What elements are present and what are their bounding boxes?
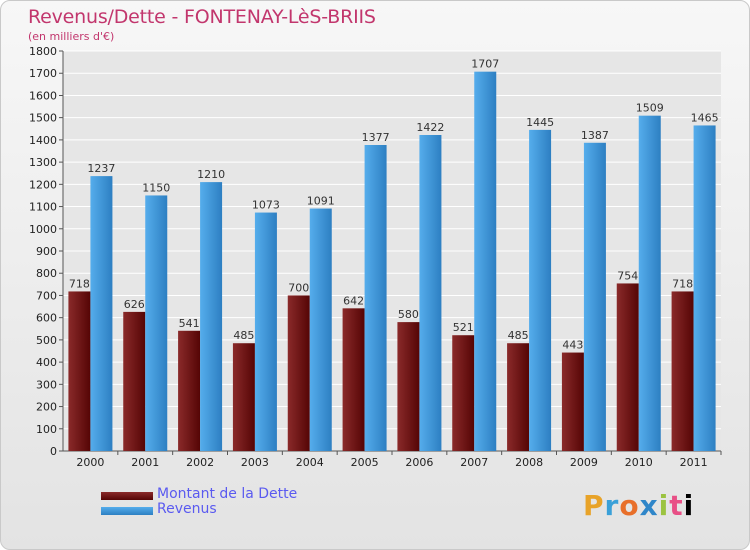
y-tick-label: 800	[36, 267, 57, 280]
bar-debt	[287, 295, 310, 451]
data-label-revenus: 1073	[252, 199, 280, 212]
data-label-revenus: 1422	[416, 121, 444, 134]
y-tick-label: 1000	[29, 223, 57, 236]
bar-revenus	[364, 145, 387, 451]
y-tick-label: 1100	[29, 201, 57, 214]
bar-revenus	[693, 125, 716, 451]
bar-debt	[616, 283, 639, 451]
chart-subtitle: (en milliers d'€)	[28, 30, 115, 43]
y-tick-label: 1200	[29, 178, 57, 191]
x-tick-label: 2009	[570, 456, 598, 469]
data-label-revenus: 1150	[142, 181, 170, 194]
y-tick-label: 1700	[29, 67, 57, 80]
data-label-revenus: 1377	[362, 131, 390, 144]
bar-revenus	[90, 176, 113, 451]
bar-debt	[123, 311, 146, 451]
data-label-debt: 718	[69, 277, 90, 290]
x-tick-label: 2004	[296, 456, 324, 469]
bar-debt	[507, 343, 530, 451]
y-tick-label: 1400	[29, 134, 57, 147]
bar-revenus	[200, 182, 223, 451]
x-tick-label: 2008	[515, 456, 543, 469]
data-label-revenus: 1387	[581, 129, 609, 142]
y-tick-label: 500	[36, 334, 57, 347]
x-tick-label: 2006	[405, 456, 433, 469]
bar-debt	[397, 322, 420, 451]
x-tick-label: 2000	[76, 456, 104, 469]
y-tick-label: 100	[36, 423, 57, 436]
bar-revenus	[145, 195, 168, 451]
legend-label-debt: Montant de la Dette	[157, 486, 298, 502]
data-label-debt: 580	[398, 308, 419, 321]
data-label-debt: 718	[672, 277, 693, 290]
x-tick-label: 2007	[460, 456, 488, 469]
data-label-debt: 485	[233, 329, 254, 342]
y-tick-label: 400	[36, 356, 57, 369]
y-tick-label: 1800	[29, 45, 57, 58]
bar-revenus	[254, 212, 277, 451]
bar-debt	[671, 291, 694, 451]
legend-swatch-revenus	[101, 507, 153, 515]
data-label-revenus: 1210	[197, 168, 225, 181]
y-tick-label: 1600	[29, 89, 57, 102]
proxiti-logo: Proxiti	[583, 489, 695, 522]
y-tick-label: 700	[36, 289, 57, 302]
x-tick-label: 2010	[625, 456, 653, 469]
x-tick-label: 2005	[351, 456, 379, 469]
data-label-debt: 700	[288, 281, 309, 294]
legend-swatch-debt	[101, 492, 153, 500]
x-tick-label: 2002	[186, 456, 214, 469]
y-tick-label: 1500	[29, 112, 57, 125]
chart-title: Revenus/Dette - FONTENAY-LèS-BRIIS	[28, 6, 376, 28]
data-label-debt: 485	[508, 329, 529, 342]
bar-debt	[561, 352, 584, 451]
bar-revenus	[583, 142, 606, 451]
y-tick-label: 900	[36, 245, 57, 258]
bar-debt	[68, 291, 91, 451]
x-tick-label: 2001	[131, 456, 159, 469]
data-label-debt: 626	[124, 298, 145, 311]
bar-debt	[342, 308, 365, 451]
legend-label-revenus: Revenus	[157, 501, 217, 517]
x-tick-label: 2003	[241, 456, 269, 469]
data-label-revenus: 1509	[636, 102, 664, 115]
y-tick-label: 0	[50, 445, 57, 458]
bar-debt	[232, 343, 255, 451]
data-label-debt: 754	[617, 269, 638, 282]
y-tick-label: 200	[36, 401, 57, 414]
data-label-revenus: 1445	[526, 116, 554, 129]
y-tick-label: 600	[36, 312, 57, 325]
x-tick-label: 2011	[680, 456, 708, 469]
bar-revenus	[638, 115, 661, 452]
bar-debt	[452, 335, 475, 451]
data-label-debt: 642	[343, 294, 364, 307]
data-label-revenus: 1237	[87, 162, 115, 175]
bar-revenus	[474, 71, 497, 452]
data-label-debt: 541	[179, 317, 200, 330]
bar-revenus	[529, 129, 552, 451]
bar-debt	[178, 330, 201, 451]
data-label-revenus: 1091	[307, 195, 335, 208]
bar-revenus	[309, 208, 332, 451]
data-label-revenus: 1465	[691, 111, 719, 124]
data-label-debt: 521	[453, 321, 474, 334]
bar-revenus	[419, 135, 442, 451]
data-label-debt: 443	[562, 339, 583, 352]
y-tick-label: 300	[36, 378, 57, 391]
data-label-revenus: 1707	[471, 58, 499, 71]
y-tick-label: 1300	[29, 156, 57, 169]
